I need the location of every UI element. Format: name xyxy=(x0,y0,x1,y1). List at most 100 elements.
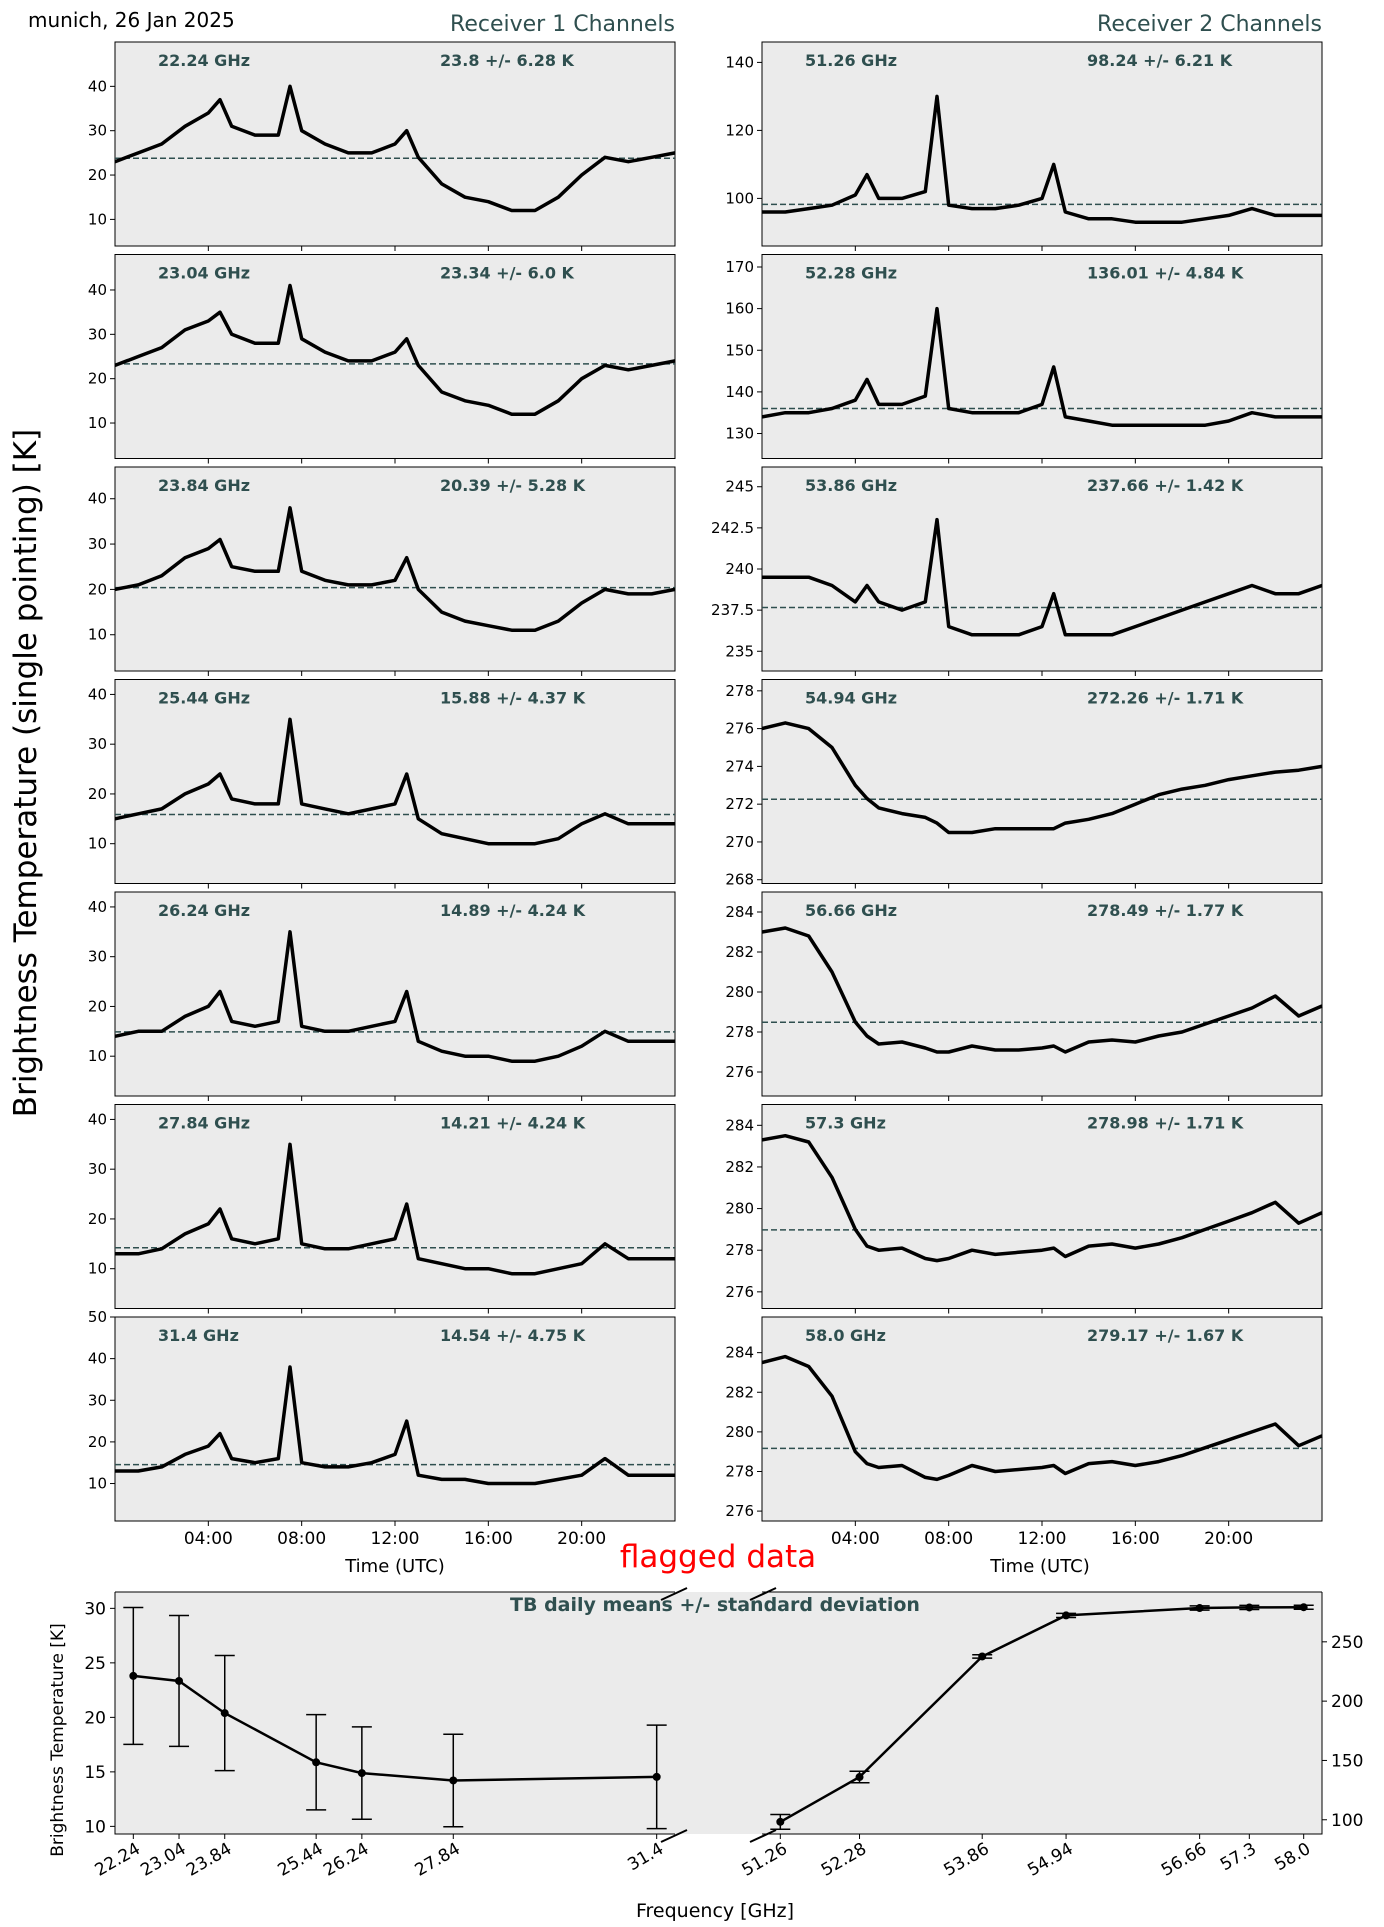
y-tick-label: 276 xyxy=(725,1283,754,1301)
x-tick-label: 12:00 xyxy=(1018,1529,1067,1549)
summary-x-tick-label: 53.86 xyxy=(941,1839,993,1881)
stats-label: 279.17 +/- 1.67 K xyxy=(1087,1326,1244,1345)
data-series-line xyxy=(761,1354,1323,1482)
y-tick-label: 278 xyxy=(725,682,754,700)
summary-x-tick-label: 23.04 xyxy=(137,1839,189,1881)
rx2-panel-frame xyxy=(761,254,1323,459)
y-tick-label: 40 xyxy=(88,1110,107,1128)
y-tick-label: 280 xyxy=(725,983,754,1001)
summary-x-tick-label: 58.0 xyxy=(1271,1839,1314,1875)
rx1-panel-frame xyxy=(114,891,676,1097)
frequency-label: 27.84 GHz xyxy=(158,1114,250,1133)
stats-label: 98.24 +/- 6.21 K xyxy=(1087,51,1233,70)
y-tick-label: 40 xyxy=(88,685,107,703)
data-series-line xyxy=(114,506,676,632)
mean-marker xyxy=(1299,1603,1308,1612)
rx1-panel-frame xyxy=(114,679,676,884)
mean-marker xyxy=(129,1671,138,1680)
y-tick-label: 20 xyxy=(88,1433,107,1451)
frequency-label: 23.04 GHz xyxy=(158,264,250,283)
stats-label: 237.66 +/- 1.42 K xyxy=(1087,476,1244,495)
mean-marker xyxy=(1195,1604,1204,1613)
x-tick-label: 16:00 xyxy=(1111,1529,1160,1549)
rx2-panel: 276 278 280 282 284 04:00 08:00 12:00 16:00 20:00… xyxy=(725,1316,1323,1549)
data-series-line xyxy=(761,306,1322,427)
stats-label: 23.8 +/- 6.28 K xyxy=(440,51,575,70)
summary-background xyxy=(115,1592,1322,1834)
data-series-line xyxy=(115,1365,675,1486)
y-tick-label: 40 xyxy=(88,77,107,95)
rx2-panel-frame xyxy=(761,1316,1323,1522)
stats-label: 20.39 +/- 5.28 K xyxy=(440,476,586,495)
y-tick-label: 270 xyxy=(725,833,754,851)
flagged-data-label: flagged data xyxy=(620,1539,816,1575)
y-tick-label: 282 xyxy=(725,1158,754,1176)
location-date: munich, 26 Jan 2025 xyxy=(28,8,235,32)
stats-label: 14.21 +/- 4.24 K xyxy=(440,1114,586,1133)
data-series-line xyxy=(762,517,1323,637)
summary-x-tick-label: 26.24 xyxy=(320,1839,372,1881)
y-tick-label: 30 xyxy=(88,948,107,966)
rx2-panel: 100 120 140 51.26 GHz 98.24 +/- 6.21 K xyxy=(725,41,1323,251)
summary-right-y-tick-label: 100 xyxy=(1331,1811,1363,1831)
y-tick-label: 282 xyxy=(725,943,754,961)
y-tick-label: 272 xyxy=(725,795,754,813)
rx2-panel-frame xyxy=(761,41,1323,247)
mean-marker xyxy=(312,1758,321,1767)
rx1-panel: 10 20 30 40 26.24 GHz 14.89 +/- 4.24 K xyxy=(88,891,676,1101)
y-tick-label: 276 xyxy=(725,1502,754,1520)
y-tick-label: 282 xyxy=(725,1383,754,1401)
y-tick-label: 130 xyxy=(725,425,754,443)
rx1-panel-frame xyxy=(114,466,676,672)
rx2-panel-frame xyxy=(761,891,1323,1097)
summary-ylabel: Brightness Temperature [K] xyxy=(48,1623,68,1856)
mean-marker xyxy=(1062,1611,1071,1620)
y-tick-label: 242.5 xyxy=(711,519,754,537)
mean-marker xyxy=(652,1772,661,1781)
x-tick-label: 04:00 xyxy=(184,1529,233,1549)
y-tick-label: 30 xyxy=(88,1160,107,1178)
y-tick-label: 30 xyxy=(88,325,107,343)
y-tick-label: 10 xyxy=(88,1475,107,1493)
stats-label: 278.49 +/- 1.77 K xyxy=(1087,901,1244,920)
y-axis-label: Brightness Temperature (single pointing)… xyxy=(8,429,44,1117)
rx1-xlabel: Time (UTC) xyxy=(344,1556,445,1577)
y-tick-label: 284 xyxy=(725,1344,754,1362)
y-tick-label: 30 xyxy=(88,535,107,553)
summary-x-tick-label: 27.84 xyxy=(412,1839,464,1881)
summary-x-tick-label: 22.24 xyxy=(92,1839,144,1881)
rx2-panel: 235 237.5 240 242.5 245 53.86 GHz 237.66 +/- 1… xyxy=(711,466,1323,676)
mean-marker xyxy=(978,1652,987,1661)
y-tick-label: 235 xyxy=(725,642,754,660)
summary-right-y-tick-label: 200 xyxy=(1331,1692,1363,1712)
y-tick-label: 140 xyxy=(725,53,754,71)
left-axis-frame xyxy=(114,1591,675,1835)
data-series-line xyxy=(761,1133,1323,1263)
axis-break-marker xyxy=(749,1587,777,1601)
summary-left-y-tick-label: 25 xyxy=(84,1654,106,1674)
rx2-panel: 268 270 272 274 276 278 54.94 GHz 272.26 +/- 1.… xyxy=(725,679,1323,889)
x-tick-label: 04:00 xyxy=(831,1529,880,1549)
y-tick-label: 278 xyxy=(725,1241,754,1259)
frequency-label: 22.24 GHz xyxy=(158,51,250,70)
summary-x-tick-label: 31.4 xyxy=(624,1839,667,1875)
y-tick-label: 240 xyxy=(725,560,754,578)
y-tick-label: 20 xyxy=(88,370,107,388)
rx1-panel: 10 20 30 40 27.84 GHz 14.21 +/- 4.24 K xyxy=(88,1104,676,1314)
y-tick-label: 280 xyxy=(725,1200,754,1218)
y-tick-label: 278 xyxy=(725,1462,754,1480)
data-series-line xyxy=(762,94,1322,224)
data-series-line xyxy=(761,926,1323,1054)
y-tick-label: 268 xyxy=(725,871,754,889)
frequency-label: 57.3 GHz xyxy=(805,1114,886,1133)
y-tick-label: 20 xyxy=(88,166,107,184)
data-series-line xyxy=(115,1142,675,1276)
data-series-line xyxy=(761,721,1323,835)
rx1-panel: 10 20 30 40 23.04 GHz 23.34 +/- 6.0 K xyxy=(88,254,676,464)
rx2-panel: 130 140 150 160 170 52.28 GHz 136.01 +/- 4.84 … xyxy=(725,254,1323,464)
frequency-label: 23.84 GHz xyxy=(158,476,250,495)
stats-label: 136.01 +/- 4.84 K xyxy=(1087,264,1244,283)
y-tick-label: 280 xyxy=(725,1423,754,1441)
summary-xlabel: Frequency [GHz] xyxy=(636,1900,794,1922)
